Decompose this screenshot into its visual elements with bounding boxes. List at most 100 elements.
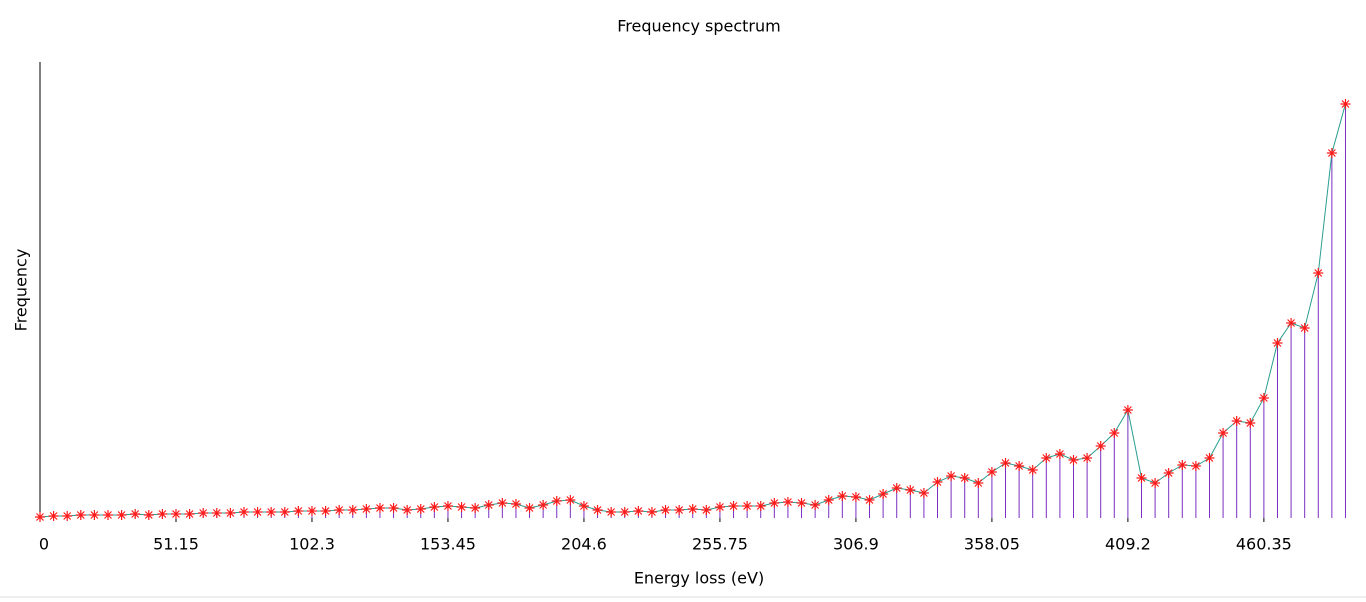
marker <box>701 505 712 515</box>
marker <box>456 502 467 512</box>
marker <box>1313 268 1324 278</box>
marker <box>1000 458 1011 468</box>
marker <box>1027 465 1038 475</box>
marker <box>1272 338 1283 348</box>
marker <box>1177 460 1188 470</box>
marker <box>1286 318 1297 328</box>
marker <box>850 492 861 502</box>
marker <box>823 495 834 505</box>
marker <box>646 507 657 517</box>
marker <box>497 498 508 508</box>
marker <box>1218 428 1229 438</box>
marker <box>211 508 222 518</box>
marker <box>796 498 807 508</box>
x-tick-label: 153.45 <box>420 535 476 554</box>
marker <box>1082 453 1093 463</box>
marker <box>279 507 290 517</box>
marker <box>864 495 875 505</box>
marker <box>1095 441 1106 451</box>
marker <box>524 503 535 513</box>
marker <box>728 501 739 511</box>
marker <box>714 502 725 512</box>
marker <box>252 507 263 517</box>
marker <box>483 500 494 510</box>
marker <box>1204 453 1215 463</box>
marker <box>1068 455 1079 465</box>
marker <box>266 507 277 517</box>
marker <box>755 501 766 511</box>
marker <box>674 505 685 515</box>
x-tick-label: 460.35 <box>1236 535 1292 554</box>
marker <box>837 491 848 501</box>
marker <box>891 483 902 493</box>
marker <box>946 471 957 481</box>
marker <box>198 508 209 518</box>
marker <box>89 510 100 520</box>
marker <box>143 510 154 520</box>
marker <box>619 507 630 517</box>
x-tick-label: 306.9 <box>833 535 879 554</box>
marker <box>1258 393 1269 403</box>
marker <box>1150 478 1161 488</box>
marker <box>374 503 385 513</box>
marker <box>429 502 440 512</box>
marker <box>687 504 698 514</box>
marker <box>1245 418 1256 428</box>
marker <box>415 504 426 514</box>
marker <box>293 506 304 516</box>
marker <box>1231 416 1242 426</box>
marker <box>905 485 916 495</box>
marker <box>633 506 644 516</box>
marker <box>320 506 331 516</box>
x-tick-label: 0 <box>39 535 49 554</box>
x-tick-label: 409.2 <box>1105 535 1151 554</box>
marker <box>130 509 141 519</box>
trend-line <box>39 103 1346 518</box>
marker <box>306 506 317 516</box>
marker <box>1014 461 1025 471</box>
marker <box>388 503 399 513</box>
marker <box>116 510 127 520</box>
marker <box>402 505 413 515</box>
marker <box>578 501 589 511</box>
marker <box>1136 473 1147 483</box>
marker <box>973 478 984 488</box>
marker <box>102 510 113 520</box>
marker <box>1054 449 1065 459</box>
marker <box>769 498 780 508</box>
marker <box>170 509 181 519</box>
marker <box>347 505 358 515</box>
marker <box>184 509 195 519</box>
x-axis-label: Energy loss (eV) <box>634 569 764 588</box>
marker <box>35 512 45 522</box>
y-axis-label: Frequency <box>12 249 31 332</box>
marker <box>959 473 970 483</box>
x-tick-label: 358.05 <box>964 535 1020 554</box>
marker <box>62 511 73 521</box>
marker <box>238 507 249 517</box>
marker <box>932 477 943 487</box>
marker <box>1340 99 1351 109</box>
marker <box>442 501 453 511</box>
marker <box>1122 405 1133 415</box>
marker <box>986 467 997 477</box>
marker <box>565 495 576 505</box>
x-tick-label: 255.75 <box>692 535 748 554</box>
marker <box>918 488 929 498</box>
marker <box>334 505 345 515</box>
marker <box>782 497 793 507</box>
marker <box>592 505 603 515</box>
marker <box>660 505 671 515</box>
marker <box>75 510 86 520</box>
marker <box>538 500 549 510</box>
marker <box>1190 461 1201 471</box>
x-tick-label: 51.15 <box>153 535 199 554</box>
marker <box>810 500 821 510</box>
marker <box>361 504 372 514</box>
marker <box>225 508 236 518</box>
marker <box>157 509 168 519</box>
chart-title: Frequency spectrum <box>617 17 780 36</box>
marker <box>510 499 521 509</box>
marker <box>742 501 753 511</box>
